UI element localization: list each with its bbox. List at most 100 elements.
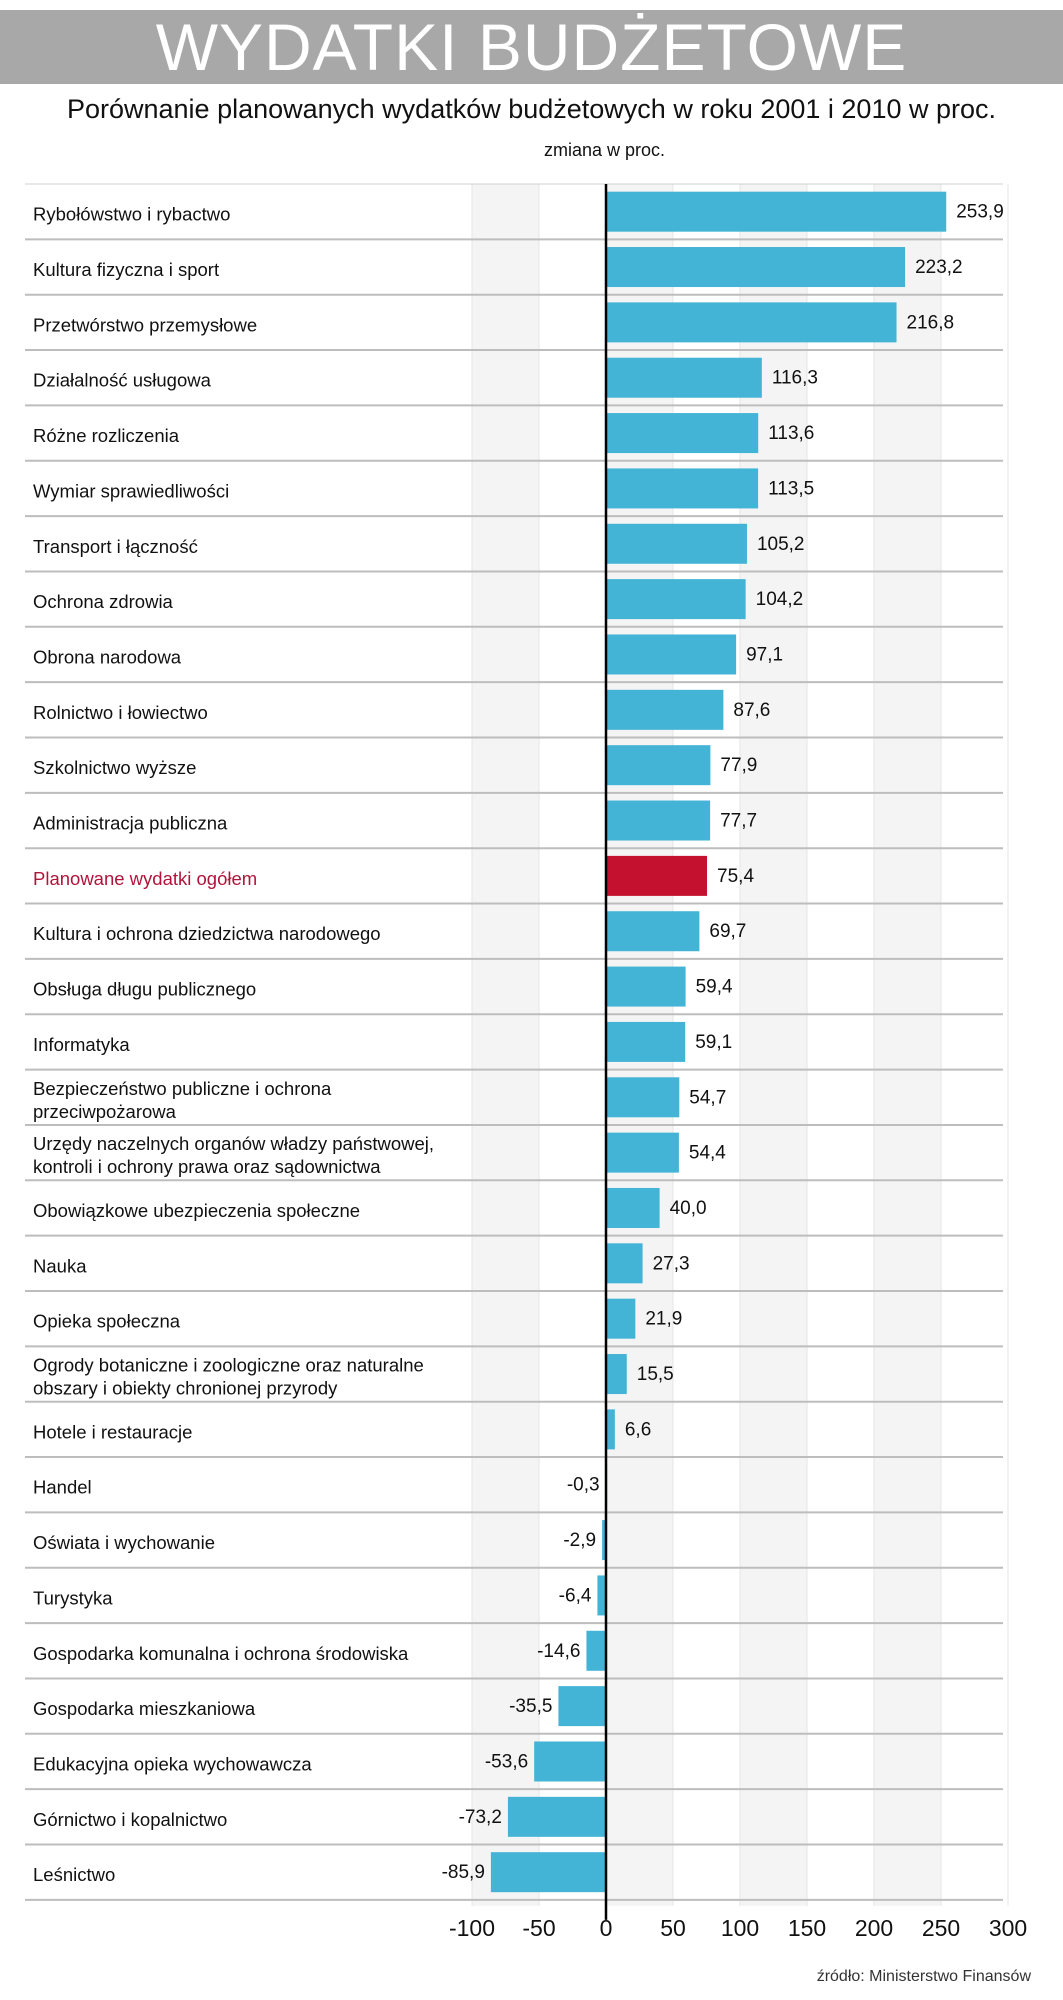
bar bbox=[606, 413, 759, 454]
category-label: Leśnictwo bbox=[33, 1864, 115, 1885]
x-tick-label: 100 bbox=[721, 1915, 759, 1941]
category-label: Gospodarka komunalna i ochrona środowisk… bbox=[33, 1643, 409, 1664]
value-label: 27,3 bbox=[653, 1253, 690, 1274]
x-tick-label: -50 bbox=[522, 1915, 555, 1941]
source-note: źródło: Ministerstwo Finansów bbox=[816, 1968, 1031, 1985]
x-tick-label: 300 bbox=[989, 1915, 1027, 1941]
category-label: Administracja publiczna bbox=[33, 813, 228, 834]
category-label: Oświata i wychowanie bbox=[33, 1532, 215, 1553]
bar bbox=[602, 1520, 606, 1561]
value-label: 253,9 bbox=[956, 202, 1004, 223]
category-label-highlight: Planowane wydatki ogółem bbox=[33, 868, 257, 889]
value-label: 6,6 bbox=[625, 1419, 651, 1440]
header-band bbox=[0, 10, 1063, 84]
category-label: Górnictwo i kopalnictwo bbox=[33, 1809, 227, 1830]
category-label: Obrona narodowa bbox=[33, 646, 182, 667]
bar bbox=[606, 800, 711, 841]
bar-highlight bbox=[606, 855, 708, 896]
value-label: 113,6 bbox=[768, 423, 814, 444]
value-label: 116,3 bbox=[772, 368, 818, 389]
category-label: Handel bbox=[33, 1477, 92, 1498]
category-label: kontroli i ochrony prawa oraz sądownictw… bbox=[33, 1156, 381, 1177]
x-tick-label: 50 bbox=[660, 1915, 686, 1941]
bar bbox=[606, 579, 746, 620]
category-label: Opieka społeczna bbox=[33, 1311, 181, 1332]
category-label: Działalność usługowa bbox=[33, 370, 212, 391]
category-label: Obowiązkowe ubezpieczenia społeczne bbox=[33, 1200, 360, 1221]
bar bbox=[606, 966, 686, 1007]
bar bbox=[606, 523, 747, 564]
category-label: Rolnictwo i łowiectwo bbox=[33, 702, 208, 723]
bar bbox=[606, 1243, 643, 1284]
page-title: WYDATKI BUDŻETOWE bbox=[155, 10, 908, 84]
category-label: Obsługa długu publicznego bbox=[33, 979, 256, 1000]
category-label: Gospodarka mieszkaniowa bbox=[33, 1698, 256, 1719]
value-label: -35,5 bbox=[509, 1696, 552, 1717]
value-label: -0,3 bbox=[567, 1475, 600, 1496]
grid-stripe bbox=[874, 184, 941, 1906]
bar bbox=[606, 911, 700, 952]
bar bbox=[606, 745, 711, 786]
category-label: Urzędy naczelnych organów władzy państwo… bbox=[33, 1133, 434, 1154]
value-label: 40,0 bbox=[670, 1198, 707, 1219]
value-label: 113,5 bbox=[768, 478, 814, 499]
category-label: Edukacyjna opieka wychowawcza bbox=[33, 1753, 312, 1774]
value-label: 54,7 bbox=[689, 1087, 726, 1108]
bar bbox=[606, 1187, 660, 1228]
category-label: Kultura i ochrona dziedzictwa narodowego bbox=[33, 923, 381, 944]
value-label: 216,8 bbox=[907, 312, 955, 333]
bar bbox=[606, 1298, 636, 1339]
value-label: 104,2 bbox=[756, 589, 804, 610]
value-label: 223,2 bbox=[915, 257, 963, 278]
bar bbox=[534, 1741, 606, 1782]
category-label: Kultura fizyczna i sport bbox=[33, 259, 219, 280]
bar bbox=[606, 1354, 627, 1395]
bar bbox=[606, 1409, 615, 1450]
category-label: Szkolnictwo wyższe bbox=[33, 757, 196, 778]
value-label: -73,2 bbox=[459, 1807, 502, 1828]
value-label: 97,1 bbox=[746, 644, 783, 665]
value-label: 54,4 bbox=[689, 1143, 726, 1164]
value-label: 21,9 bbox=[645, 1309, 682, 1330]
value-label: 59,4 bbox=[696, 977, 733, 998]
x-tick-label: -100 bbox=[449, 1915, 495, 1941]
category-label: Bezpieczeństwo publiczne i ochrona bbox=[33, 1078, 332, 1099]
bar bbox=[490, 1852, 606, 1893]
grid-stripe bbox=[472, 184, 539, 1906]
value-label: 69,7 bbox=[709, 921, 746, 942]
bar bbox=[606, 302, 897, 343]
category-label: przeciwpożarowa bbox=[33, 1101, 177, 1122]
x-tick-label: 150 bbox=[788, 1915, 826, 1941]
category-label: Ochrona zdrowia bbox=[33, 591, 174, 612]
category-label: Rybołówstwo i rybactwo bbox=[33, 204, 230, 225]
bar bbox=[606, 1132, 679, 1173]
x-tick-label: 250 bbox=[922, 1915, 960, 1941]
value-label: -14,6 bbox=[537, 1641, 580, 1662]
value-label: -2,9 bbox=[563, 1530, 596, 1551]
value-label: 105,2 bbox=[757, 534, 805, 555]
category-label: Transport i łączność bbox=[33, 536, 198, 557]
category-label: Turystyka bbox=[33, 1587, 113, 1608]
bar bbox=[606, 357, 762, 398]
bar bbox=[606, 468, 759, 509]
bar bbox=[558, 1686, 606, 1727]
bar bbox=[606, 689, 724, 730]
category-label: Różne rozliczenia bbox=[33, 425, 180, 446]
value-label: -6,4 bbox=[559, 1585, 592, 1606]
bar bbox=[507, 1796, 606, 1837]
category-label: Nauka bbox=[33, 1255, 87, 1276]
category-label: Ogrody botaniczne i zoologiczne oraz nat… bbox=[33, 1355, 424, 1376]
bar bbox=[606, 191, 947, 232]
bar bbox=[597, 1575, 606, 1616]
bar bbox=[586, 1630, 606, 1671]
value-label: 15,5 bbox=[637, 1364, 674, 1385]
bar bbox=[606, 1021, 686, 1062]
category-label: obszary i obiekty chronionej przyrody bbox=[33, 1378, 338, 1399]
chart-subtitle: Porównanie planowanych wydatków budżetow… bbox=[66, 94, 997, 124]
value-label: -85,9 bbox=[442, 1862, 485, 1883]
x-tick-label: 200 bbox=[855, 1915, 893, 1941]
unit-note: zmiana w proc. bbox=[544, 140, 666, 160]
category-label: Przetwórstwo przemysłowe bbox=[33, 314, 257, 335]
value-label: 87,6 bbox=[733, 700, 770, 721]
value-label: -53,6 bbox=[485, 1751, 528, 1772]
